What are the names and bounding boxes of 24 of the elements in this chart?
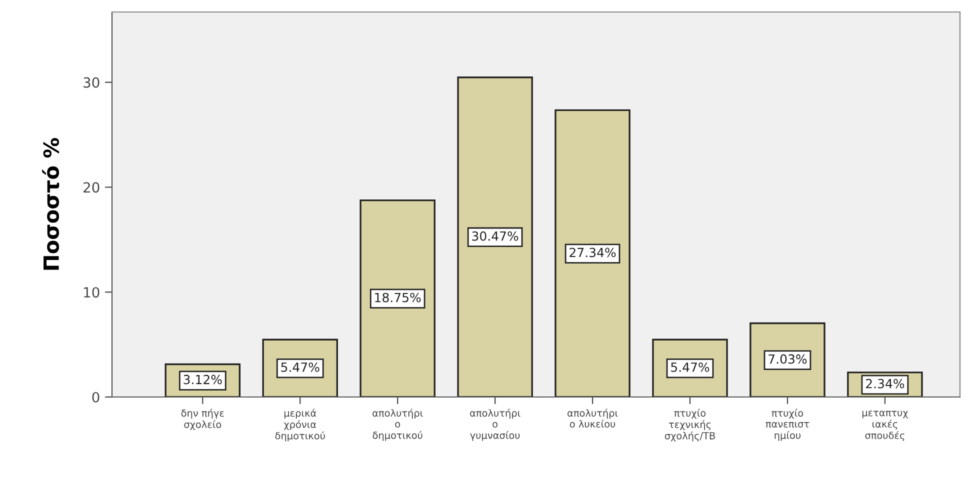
data-label: 27.34% xyxy=(570,248,616,258)
x-tick-label: πτυχίο τεχνικής σχολής/ΤΒ xyxy=(664,408,715,442)
data-label: 18.75% xyxy=(375,292,421,302)
bar xyxy=(554,109,630,397)
x-tick-label: απολυτήρι ο γυμνασίου xyxy=(470,408,520,441)
y-axis-title: Ποσοστό % xyxy=(42,138,60,270)
x-tick-label: απολυτήρι ο λυκείου xyxy=(568,408,618,428)
bar xyxy=(457,76,533,397)
data-label: 5.47% xyxy=(281,362,320,372)
data-label: 3.12% xyxy=(184,374,222,384)
x-tick-label: πτυχίο πανεπιστ ημίου xyxy=(766,408,810,441)
y-tick-label: 0 xyxy=(92,392,100,402)
y-tick-label: 30 xyxy=(84,77,100,88)
data-label: 2.34% xyxy=(866,378,904,388)
data-label: 5.47% xyxy=(671,362,710,372)
x-tick-label: μερικά χρόνια δημοτικού xyxy=(275,408,325,442)
x-tick-label: μεταπτυχ ιακές σπουδές xyxy=(862,410,908,441)
data-label: 30.47% xyxy=(472,231,518,241)
y-tick-label: 20 xyxy=(84,182,100,193)
x-tick-label: δην πήγε σχολείο xyxy=(181,408,224,430)
y-tick-label: 10 xyxy=(84,287,100,298)
bar xyxy=(360,199,436,397)
data-label: 7.03% xyxy=(768,354,807,364)
x-tick-label: απολυτήρι ο δημοτικού xyxy=(372,408,423,441)
